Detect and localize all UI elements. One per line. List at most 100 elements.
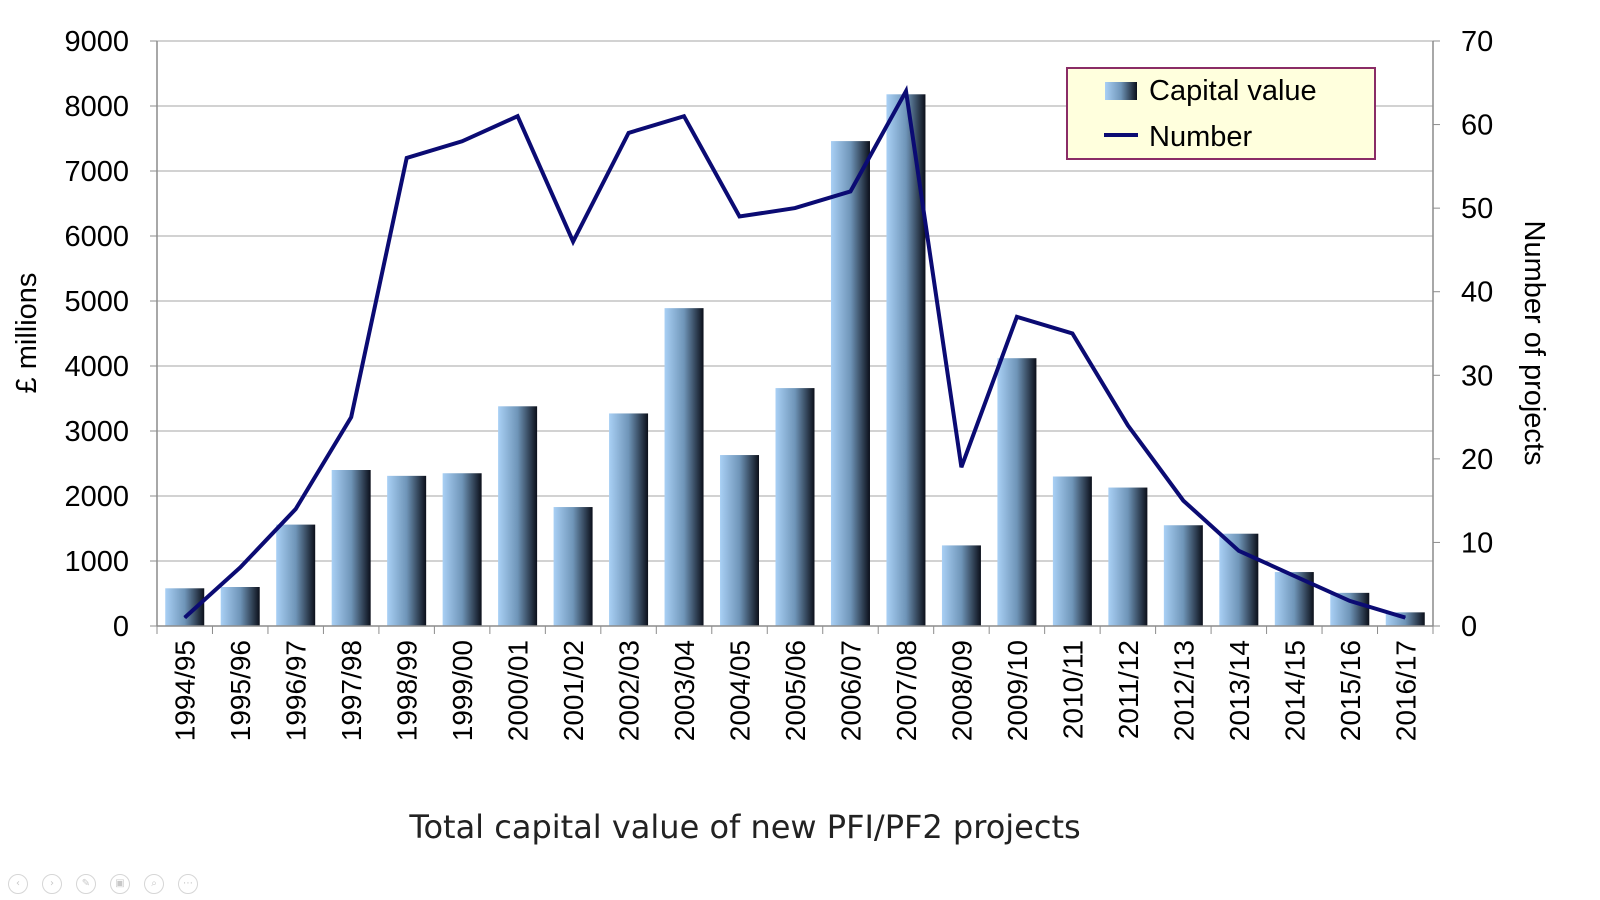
line-point [905, 90, 907, 92]
x-tick-label: 2005/06 [780, 640, 811, 741]
line-point [461, 140, 463, 142]
slide-navigation-toolbar: ‹ › ✎ ▣ ⌕ ⋯ [8, 874, 198, 894]
x-tick-label: 2011/12 [1113, 640, 1144, 739]
line-point [960, 466, 962, 468]
y-tick-label: 8000 [64, 91, 129, 123]
x-tick-label: 2006/07 [835, 640, 866, 741]
x-tick-label: 2000/01 [503, 640, 534, 741]
x-tick-label: 2004/05 [725, 640, 756, 741]
line-point [572, 241, 574, 243]
x-tick-label: 2001/02 [558, 640, 589, 741]
x-tick-label: 1999/00 [447, 640, 478, 741]
line-point [1293, 575, 1295, 577]
bar [1219, 533, 1259, 626]
legend: Capital value Number [1066, 67, 1376, 160]
bar [609, 413, 649, 626]
line-point [406, 157, 408, 159]
y-axis-title: £ millions [11, 273, 43, 394]
line-point [739, 216, 741, 217]
legend-swatch-capital-value [1105, 82, 1137, 100]
line-point [184, 617, 186, 619]
x-tick-label: 2010/11 [1057, 640, 1088, 739]
bar-series-capital-value [165, 94, 1425, 627]
y-tick-label: 2000 [64, 481, 129, 513]
x-tick-label: 2002/03 [614, 640, 645, 741]
y-tick-label: 6000 [64, 221, 129, 253]
y2-tick-label: 70 [1461, 26, 1493, 58]
y2-axis-title: Number of projects [1518, 221, 1550, 466]
x-tick-label: 2016/17 [1390, 640, 1421, 741]
line-point [683, 115, 685, 117]
line-point [1238, 550, 1240, 552]
bar [997, 358, 1037, 626]
line-point [517, 115, 519, 117]
bar [1163, 525, 1203, 626]
bar [553, 507, 593, 626]
bar [830, 141, 870, 626]
x-tick-label: 1997/98 [336, 640, 367, 741]
y2-tick-label: 30 [1461, 360, 1493, 392]
bar [1108, 487, 1148, 626]
y-tick-label: 0 [113, 611, 129, 643]
y2-tick-label: 10 [1461, 527, 1493, 559]
bar [220, 587, 260, 626]
x-tick-label: 2015/16 [1335, 640, 1366, 741]
bar [498, 406, 538, 626]
bar [664, 308, 704, 626]
x-tick-label: 2014/15 [1279, 640, 1310, 741]
x-tick-label: 2008/09 [946, 640, 977, 741]
x-tick-label: 1995/96 [225, 640, 256, 741]
line-point [794, 207, 796, 209]
line-point [1404, 617, 1406, 619]
x-tick-label: 2009/10 [1002, 640, 1033, 741]
axes: 0 1000 2000 3000 4000 5000 6000 7000 8000 9000 0 10… [11, 26, 1550, 741]
y-tick-label: 3000 [64, 416, 129, 448]
line-series-number [183, 84, 1406, 620]
line-point [1071, 333, 1073, 334]
bar [1330, 592, 1370, 626]
legend-label-capital-value: Capital value [1149, 75, 1317, 107]
x-tick-label: 1998/99 [392, 640, 423, 741]
bar [775, 388, 815, 626]
next-slide-icon[interactable]: › [42, 874, 62, 894]
y-tick-label: 5000 [64, 286, 129, 318]
line-point [1349, 600, 1351, 602]
x-tick-label: 1996/97 [281, 640, 312, 741]
line-point [295, 508, 297, 510]
y-tick-label: 9000 [64, 26, 129, 58]
more-options-icon[interactable]: ⋯ [178, 874, 198, 894]
bar [1052, 476, 1092, 626]
pen-icon[interactable]: ✎ [76, 874, 96, 894]
line-point [1182, 500, 1184, 502]
line-point [849, 190, 851, 192]
x-tick-label: 1994/95 [170, 640, 201, 741]
y2-tick-label: 40 [1461, 277, 1493, 309]
line-point [1016, 316, 1018, 318]
x-tick-label: 2013/14 [1224, 640, 1255, 741]
legend-label-number: Number [1149, 121, 1252, 153]
y-tick-label: 4000 [64, 351, 129, 383]
previous-slide-icon[interactable]: ‹ [8, 874, 28, 894]
line-point [1127, 424, 1129, 426]
line-point [350, 416, 352, 418]
y2-tick-label: 20 [1461, 444, 1493, 476]
y2-tick-label: 50 [1461, 193, 1493, 225]
x-tick-label: 2003/04 [669, 640, 700, 741]
y-tick-label: 7000 [64, 156, 129, 188]
line-point [628, 132, 630, 134]
bar [720, 455, 760, 626]
bar [442, 473, 482, 626]
zoom-icon[interactable]: ⌕ [144, 874, 164, 894]
bar [276, 524, 316, 626]
bar [331, 470, 371, 626]
x-tick-label: 2012/13 [1168, 640, 1199, 741]
slides-icon[interactable]: ▣ [110, 874, 130, 894]
chart-caption: Total capital value of new PFI/PF2 proje… [409, 808, 1081, 846]
line-point [239, 567, 241, 568]
y-tick-label: 1000 [64, 546, 129, 578]
bar [941, 545, 981, 626]
y2-tick-label: 60 [1461, 110, 1493, 142]
bar [387, 475, 427, 626]
y2-tick-label: 0 [1461, 611, 1477, 643]
